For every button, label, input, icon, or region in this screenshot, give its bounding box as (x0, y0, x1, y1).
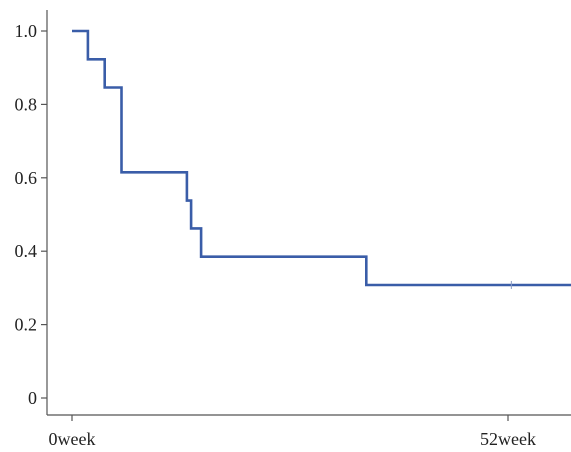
y-tick-label: 0 (28, 388, 37, 408)
y-tick-label: 1.0 (15, 21, 38, 41)
y-tick-label: 0.4 (15, 241, 38, 261)
series-group (72, 29, 571, 289)
x-tick-label: 52week (480, 429, 536, 449)
y-axis-ticks: 0 0.2 0.4 0.6 0.8 1.0 (15, 21, 47, 408)
y-tick-label: 0.2 (15, 315, 38, 335)
y-tick-label: 0.6 (15, 168, 38, 188)
survival-step-line (72, 29, 571, 287)
x-axis-ticks: 0week 52week (49, 415, 536, 449)
y-tick-label: 0.8 (15, 94, 38, 114)
x-tick-label: 0week (49, 429, 96, 449)
axes (46, 10, 571, 416)
